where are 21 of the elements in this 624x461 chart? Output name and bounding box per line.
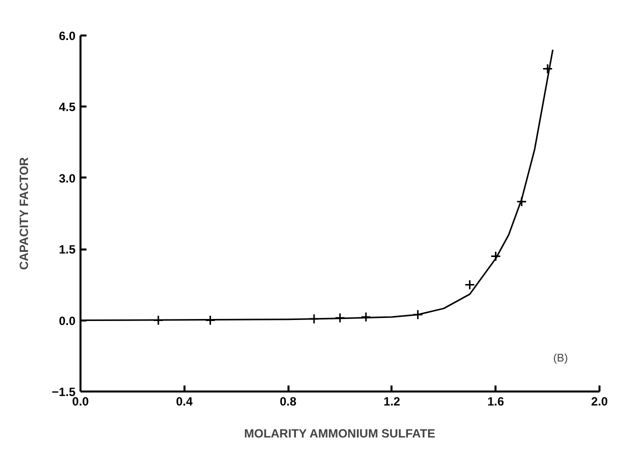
y-axis-title: CAPACITY FACTOR bbox=[16, 156, 31, 270]
x-tick-label: 0.8 bbox=[280, 394, 297, 408]
point bbox=[205, 315, 216, 326]
point bbox=[542, 63, 553, 74]
point bbox=[334, 312, 346, 324]
point bbox=[153, 315, 164, 326]
point bbox=[464, 279, 475, 290]
y-tick-label: 6.0 bbox=[58, 29, 76, 43]
x-tick-label: 1.6 bbox=[487, 394, 504, 408]
x-tick-label: 0.4 bbox=[176, 394, 193, 408]
y-tick-label: 0.0 bbox=[58, 314, 76, 328]
x-axis-title: MOLARITY AMMONIUM SULFATE bbox=[244, 426, 436, 440]
point bbox=[516, 196, 527, 207]
point bbox=[360, 312, 372, 322]
x-tick-label: 1.2 bbox=[384, 394, 401, 408]
y-tick-label: 3.0 bbox=[58, 171, 76, 186]
y-tick-label: 1.5 bbox=[58, 242, 76, 257]
point bbox=[490, 250, 501, 262]
x-tick-label: 2.0 bbox=[591, 394, 608, 408]
annotation: (B) bbox=[553, 352, 568, 364]
y-tick-label: 4.5 bbox=[58, 100, 76, 114]
